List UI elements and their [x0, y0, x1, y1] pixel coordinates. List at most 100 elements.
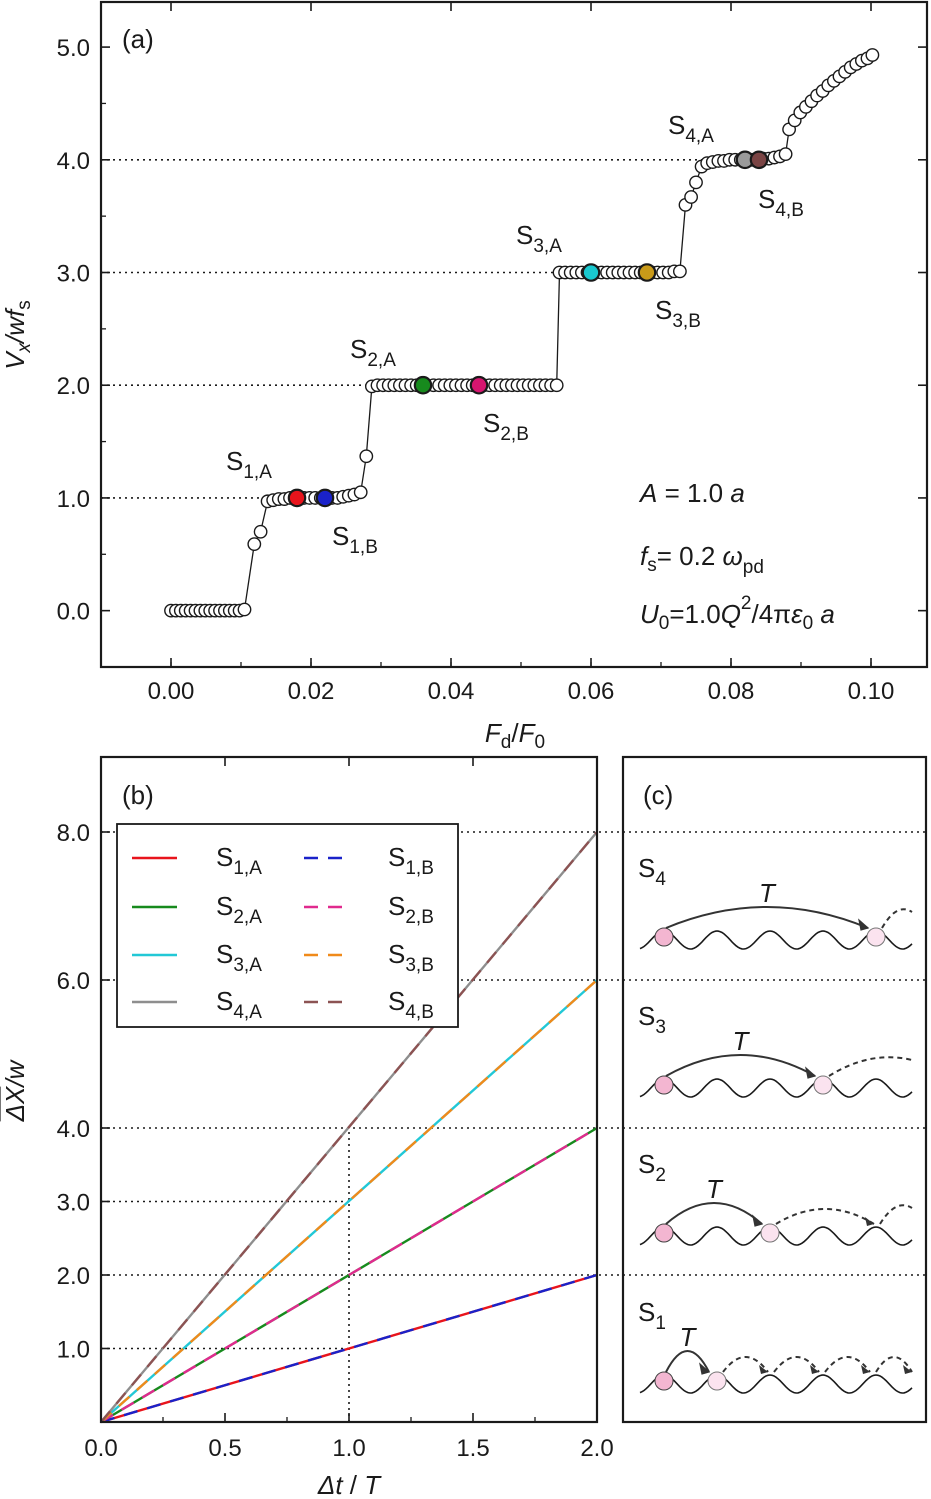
c-particle-start	[654, 1075, 674, 1095]
a-state-labels: S1,A S1,B S2,A S2,B S3,A S3,B S4,A S4,B	[226, 110, 804, 558]
c-row-label: S1	[638, 1297, 666, 1334]
a-highlight-S3-B	[637, 263, 657, 282]
c-particle-end	[813, 1075, 833, 1095]
a-xtick-label: 0.06	[568, 678, 615, 705]
c-arrowhead-icon	[865, 1217, 874, 1226]
c-arrowhead-icon	[903, 1365, 912, 1374]
c-row-label: S3	[638, 1001, 666, 1038]
a-ytick-label: 3.0	[57, 261, 90, 288]
a-y-ticks: 0.0 1.0 2.0 3.0 4.0 5.0	[57, 35, 927, 626]
c-arrow-label: T	[759, 878, 777, 908]
b-ytick-label: 2.0	[57, 1263, 90, 1290]
b-xtick-label: 1.5	[456, 1435, 489, 1462]
b-legend: S1,A S1,B S2,A S2,B S3,A S3,B S4,A S4,B	[116, 823, 459, 1028]
a-point-90	[689, 175, 703, 190]
c-continuation-arrow	[775, 1208, 875, 1225]
b-legend-label-S3-A: S3,A	[216, 939, 262, 976]
a-xtick-label: 0.08	[708, 678, 755, 705]
a-plot-frame	[99, 0, 929, 669]
c-particle-end	[760, 1223, 780, 1243]
b-legend-label-S3-B: S3,B	[388, 939, 434, 976]
c-arrowhead-icon	[805, 1066, 817, 1079]
b-y-axis-label: ΔX/w	[0, 1058, 30, 1122]
c-arrowhead-icon	[759, 1365, 768, 1374]
c-particle-end	[707, 1371, 727, 1391]
a-point-120	[865, 48, 880, 62]
a-label-S1-B: S1,B	[332, 521, 378, 558]
a-ytick-label: 4.0	[57, 148, 90, 175]
b-x-axis-label: Δt / T	[317, 1470, 382, 1499]
a-connect-lines	[171, 54, 873, 612]
c-period-arrow	[665, 906, 869, 929]
b-legend-label-S2-B: S2,B	[388, 891, 434, 928]
a-param-energy: U0=1.0Q2/4πε0 a	[640, 593, 835, 634]
a-label-S2-A: S2,A	[350, 334, 396, 371]
b-line-S3-B	[100, 979, 598, 1423]
c-continuation-arrow	[828, 1056, 913, 1077]
b-line-S2-B	[100, 1126, 598, 1424]
a-label-S4-A: S4,A	[668, 110, 714, 147]
b-ytick-label: 4.0	[57, 1116, 90, 1143]
b-ytick-label: 8.0	[57, 820, 90, 847]
a-label-S2-B: S2,B	[483, 408, 529, 445]
c-row-S2: S2 T	[638, 1149, 913, 1246]
panel-b: 0.0 0.5 1.0 1.5 2.0 1.0 2.0 3.0 4.0 6.0 8.0 (b) S…	[0, 755, 926, 1499]
a-label-S1-A: S1,A	[226, 446, 272, 483]
c-frame	[621, 755, 928, 1424]
c-continuation-arrow	[881, 908, 913, 929]
c-rows: S4 T S3 T S2 T S1 T	[638, 853, 913, 1394]
c-particle-start	[654, 1371, 674, 1391]
c-panel-label: (c)	[643, 780, 673, 810]
c-particle-end	[866, 927, 886, 947]
a-point-33	[353, 485, 368, 500]
c-arrow-label: T	[680, 1322, 698, 1352]
c-row-S3: S3 T	[638, 1001, 913, 1098]
a-ytick-label: 0.0	[57, 599, 90, 626]
b-ytick-label: 3.0	[57, 1190, 90, 1217]
c-arrow-label: T	[706, 1174, 724, 1204]
c-arrowhead-icon	[858, 918, 870, 931]
c-row-S1: S1 T	[638, 1297, 913, 1394]
c-arrow-label: T	[733, 1026, 751, 1056]
a-point-89	[684, 190, 698, 204]
a-y-axis-label: Vx/wfs	[0, 300, 35, 370]
a-highlight-S3-A	[581, 263, 601, 282]
a-parameter-text: A = 1.0 a fs= 0.2 ωpd U0=1.0Q2/4πε0 a	[638, 478, 835, 634]
b-y-ticks: 1.0 2.0 3.0 4.0 6.0 8.0	[57, 820, 110, 1364]
b-x-ticks: 0.0 0.5 1.0 1.5 2.0	[84, 757, 614, 1462]
a-ytick-label: 1.0	[57, 486, 90, 513]
c-period-arrow	[665, 1350, 710, 1373]
c-arrowhead-icon	[699, 1362, 711, 1375]
a-xtick-label: 0.10	[848, 678, 895, 705]
c-arrowhead-icon	[752, 1214, 764, 1227]
c-period-arrow	[665, 1202, 763, 1225]
a-x-ticks: 0.00 0.02 0.04 0.06 0.08 0.10	[100, 2, 895, 705]
a-point-17	[253, 524, 268, 539]
b-legend-label-S2-A: S2,A	[216, 891, 262, 928]
b-legend-label-S4-B: S4,B	[388, 986, 434, 1023]
c-row-label: S4	[638, 853, 666, 890]
a-ytick-label: 2.0	[57, 373, 90, 400]
a-point-104	[778, 147, 793, 162]
b-xtick-label: 1.0	[332, 1435, 365, 1462]
panel-c: (c) S4 T S3 T S2 T S1 T	[621, 755, 928, 1424]
a-xtick-label: 0.04	[428, 678, 475, 705]
c-row-S4: S4 T	[638, 853, 913, 950]
b-line-S1-B	[100, 1273, 598, 1424]
b-xtick-label: 0.0	[84, 1435, 117, 1462]
c-period-arrow	[665, 1054, 816, 1077]
a-param-amplitude: A = 1.0 a	[638, 478, 745, 508]
a-label-S3-A: S3,A	[516, 220, 562, 257]
a-series-line	[171, 54, 873, 612]
a-panel-label: (a)	[122, 24, 154, 54]
c-arrowhead-icon	[861, 1365, 870, 1374]
c-particle-start	[654, 1223, 674, 1243]
a-data-points	[164, 48, 880, 618]
a-xtick-label: 0.00	[148, 678, 195, 705]
a-highlight-S2-B	[469, 375, 489, 395]
b-guide-lines	[101, 831, 926, 1422]
a-x-axis-label: Fd/F0	[485, 718, 545, 753]
b-ytick-label: 1.0	[57, 1337, 90, 1364]
a-point-66	[549, 378, 564, 393]
